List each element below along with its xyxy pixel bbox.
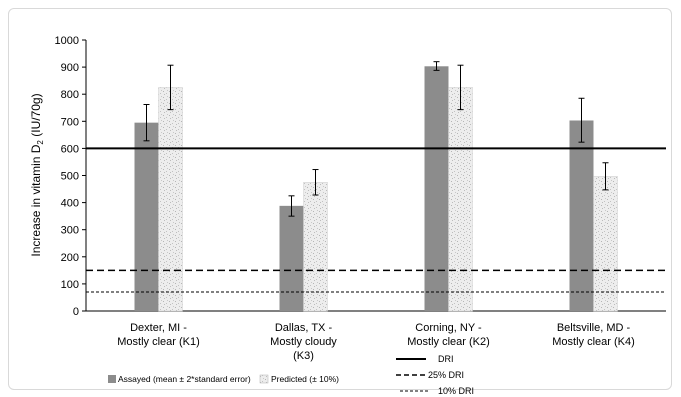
- y-tick-label: 1000: [55, 35, 79, 47]
- category-label: Mostly cloudy: [270, 336, 337, 348]
- y-axis-label-subscript: 2: [36, 140, 45, 145]
- bar-assayed: [569, 120, 594, 311]
- category-label: (K3): [293, 350, 314, 362]
- bar-assayed: [424, 66, 449, 311]
- y-tick-label: 500: [61, 171, 79, 183]
- category-label: Corning, NY -: [415, 322, 482, 334]
- legend-swatch-assayed: [108, 375, 116, 383]
- bar-assayed: [134, 122, 159, 311]
- category-label: Beltsville, MD -: [557, 322, 631, 334]
- y-axis-label-text: Increase in vitamin D: [29, 144, 43, 256]
- y-tick-label: 0: [73, 306, 79, 318]
- y-tick-label: 700: [61, 116, 79, 128]
- category-label: Mostly clear (K4): [552, 336, 635, 348]
- category-label: Mostly clear (K2): [407, 336, 490, 348]
- category-label: Dexter, MI -: [130, 322, 187, 334]
- y-tick-label: 800: [61, 89, 79, 101]
- bar-assayed: [279, 205, 304, 311]
- category-label: Mostly clear (K1): [117, 336, 200, 348]
- legend-label-10-dri: 10% DRI: [438, 386, 474, 396]
- legend-label-dri: DRI: [438, 354, 454, 364]
- y-tick-label: 400: [61, 198, 79, 210]
- y-axis-label: Increase in vitamin D2 (IU/70g): [29, 93, 45, 256]
- bar-predicted: [303, 182, 328, 312]
- legend-swatch-predicted: [259, 374, 269, 384]
- bar-predicted: [593, 176, 618, 312]
- legend-label-25-dri: 25% DRI: [428, 370, 464, 380]
- y-tick-label: 600: [61, 143, 79, 155]
- y-tick-label: 300: [61, 225, 79, 237]
- category-label: Dallas, TX -: [275, 322, 333, 334]
- bar-predicted: [448, 87, 473, 312]
- legend-label-assayed: Assayed (mean ± 2*standard error): [118, 374, 251, 384]
- legend-label-predicted: Predicted (± 10%): [271, 374, 339, 384]
- y-tick-label: 100: [61, 279, 79, 291]
- chart-frame: [8, 8, 672, 390]
- y-tick-label: 200: [61, 252, 79, 264]
- bar-predicted: [158, 87, 183, 312]
- y-tick-label: 900: [61, 62, 79, 74]
- y-axis-label-unit: (IU/70g): [29, 93, 43, 136]
- legend: Assayed (mean ± 2*standard error) Predic…: [108, 354, 474, 396]
